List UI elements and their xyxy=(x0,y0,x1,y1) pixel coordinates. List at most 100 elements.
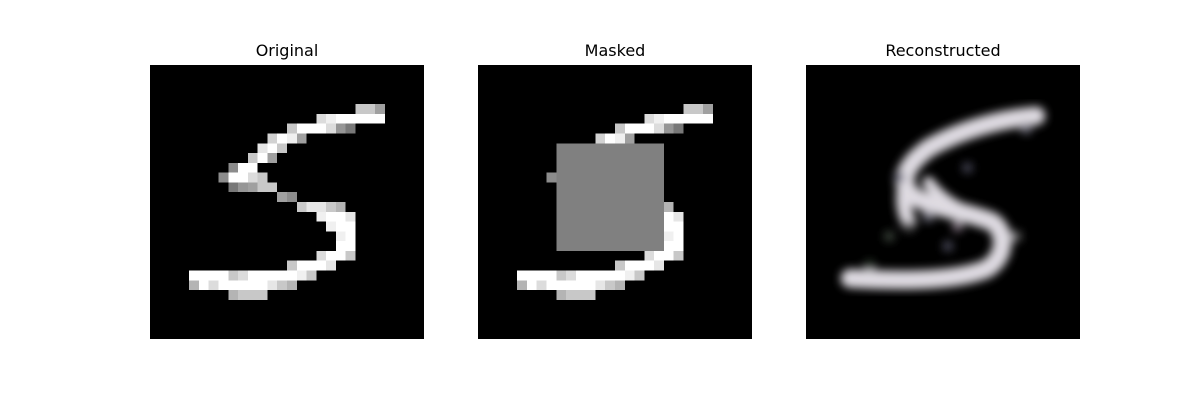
digit-pixel xyxy=(566,270,576,281)
digit-pixel xyxy=(335,211,346,222)
digit-pixel xyxy=(228,290,239,300)
digit-pixel xyxy=(517,270,527,281)
digit-pixel xyxy=(693,113,704,124)
panel-title-masked: Masked xyxy=(584,41,646,60)
digit-pixel xyxy=(277,133,287,144)
reconstruction-noise-pixel xyxy=(1011,231,1022,242)
digit-pixel xyxy=(595,133,606,144)
digit-pixel xyxy=(257,270,268,281)
digit-five-strokes xyxy=(189,104,385,300)
digit-pixel xyxy=(316,211,327,222)
digit-pixel xyxy=(673,113,684,124)
reconstructed-digit-image xyxy=(806,65,1080,339)
digit-pixel xyxy=(306,202,317,212)
digit-pixel xyxy=(296,270,307,281)
digit-pixel xyxy=(296,202,307,212)
digit-pixel xyxy=(228,182,239,193)
digit-pixel xyxy=(615,133,625,144)
digit-pixel xyxy=(277,143,287,154)
digit-pixel xyxy=(267,280,278,291)
reconstruction-noise-pixel xyxy=(962,162,973,173)
reconstruction-noise-pixel xyxy=(943,241,953,251)
digit-pixel xyxy=(673,241,684,251)
digit-pixel xyxy=(326,260,336,271)
digit-pixel xyxy=(703,113,713,124)
digit-pixel xyxy=(683,104,694,114)
digit-pixel xyxy=(267,143,278,154)
digit-pixel xyxy=(575,270,586,281)
digit-pixel xyxy=(296,133,307,144)
digit-pixel xyxy=(208,270,219,281)
digit-pixel xyxy=(218,280,229,291)
digit-pixel xyxy=(287,260,297,271)
digit-pixel xyxy=(663,113,674,124)
digit-pixel xyxy=(673,250,684,261)
digit-pixel xyxy=(615,260,625,271)
digit-pixel xyxy=(228,162,239,173)
digit-pixel xyxy=(663,250,674,261)
digit-pixel xyxy=(287,123,297,134)
digit-pixel xyxy=(634,260,645,271)
digit-pixel xyxy=(355,104,366,114)
digit-pixel xyxy=(257,172,268,183)
original-digit-svg xyxy=(150,65,424,339)
digit-pixel xyxy=(306,260,317,271)
digit-pixel xyxy=(267,270,278,281)
digit-pixel xyxy=(247,172,258,183)
digit-pixel xyxy=(326,250,336,261)
digit-pixel xyxy=(517,280,527,291)
digit-pixel xyxy=(575,290,586,300)
digit-pixel xyxy=(654,250,664,261)
digit-pixel xyxy=(634,270,645,281)
digit-pixel xyxy=(615,270,625,281)
digit-pixel xyxy=(335,241,346,251)
digit-pixel xyxy=(287,192,297,202)
reconstruction-noise-pixel xyxy=(903,221,914,232)
digit-pixel xyxy=(238,172,248,183)
digit-pixel xyxy=(595,270,606,281)
digit-pixel xyxy=(267,153,278,163)
digit-pixel xyxy=(228,172,239,183)
digit-pixel xyxy=(238,280,248,291)
digit-pixel xyxy=(693,104,704,114)
digit-pixel xyxy=(287,270,297,281)
reconstruction-noise-pixel xyxy=(952,221,963,232)
digit-pixel xyxy=(345,250,356,261)
digit-pixel xyxy=(228,270,239,281)
digit-pixel xyxy=(536,280,547,291)
masked-digit-svg xyxy=(478,65,752,339)
digit-pixel xyxy=(208,280,219,291)
original-digit-image xyxy=(150,65,424,339)
digit-pixel xyxy=(316,123,327,134)
digit-pixel xyxy=(556,280,567,291)
digit-pixel xyxy=(257,143,268,154)
digit-pixel xyxy=(703,104,713,114)
digit-pixel xyxy=(526,270,537,281)
mask-patch xyxy=(556,143,664,251)
digit-pixel xyxy=(595,280,606,291)
digit-pixel xyxy=(345,241,356,251)
digit-pixel xyxy=(326,211,336,222)
reconstructed-stroke xyxy=(896,150,921,229)
digit-pixel xyxy=(247,270,258,281)
digit-pixel xyxy=(624,133,635,144)
digit-pixel xyxy=(673,211,684,222)
digit-pixel xyxy=(566,290,576,300)
digit-pixel xyxy=(536,270,547,281)
digit-pixel xyxy=(644,113,655,124)
digit-pixel xyxy=(654,123,664,134)
digit-pixel xyxy=(605,270,615,281)
digit-pixel xyxy=(345,123,356,134)
digit-pixel xyxy=(247,280,258,291)
digit-pixel xyxy=(526,280,537,291)
digit-pixel xyxy=(326,113,336,124)
digit-pixel xyxy=(673,231,684,242)
reconstruction-noise-pixel xyxy=(894,172,904,183)
digit-pixel xyxy=(238,290,248,300)
digit-pixel xyxy=(287,280,297,291)
digit-pixel xyxy=(326,123,336,134)
digit-pixel xyxy=(663,241,674,251)
digit-pixel xyxy=(257,153,268,163)
digit-pixel xyxy=(624,270,635,281)
digit-pixel xyxy=(345,113,356,124)
